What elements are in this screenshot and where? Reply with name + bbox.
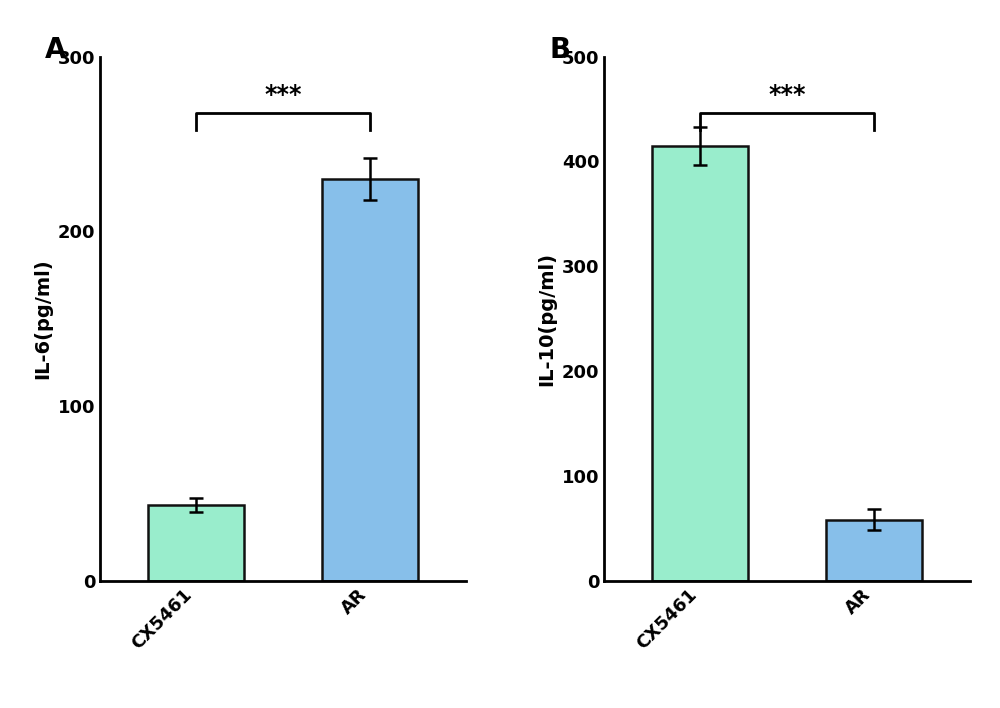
Y-axis label: IL-10(pg/ml): IL-10(pg/ml): [538, 251, 557, 386]
Text: ***: ***: [264, 84, 302, 108]
Bar: [148, 506, 244, 581]
Y-axis label: IL-6(pg/ml): IL-6(pg/ml): [33, 258, 52, 379]
Text: ***: ***: [768, 84, 806, 108]
Bar: [826, 520, 922, 581]
Text: A: A: [45, 35, 67, 64]
Text: B: B: [550, 35, 571, 64]
Bar: [652, 146, 748, 581]
Bar: [322, 179, 418, 581]
